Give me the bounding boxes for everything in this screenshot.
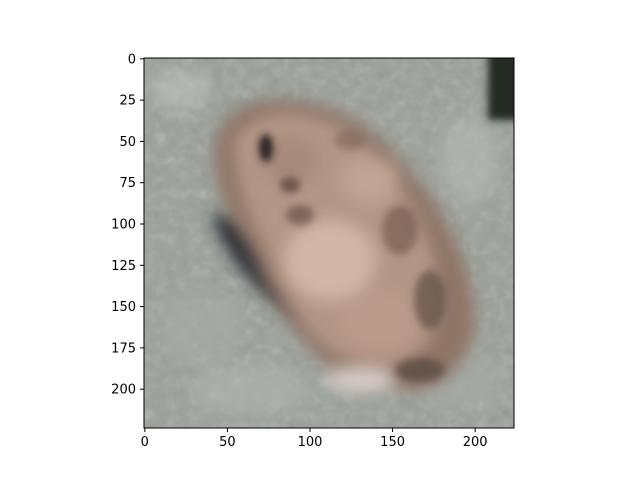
x-tick-label: 0 <box>141 435 149 450</box>
y-tick-label: 175 <box>111 341 136 356</box>
y-tick-label: 0 <box>128 52 136 67</box>
axes-frame <box>143 57 515 429</box>
x-tick-label: 50 <box>219 435 236 450</box>
x-tick-label: 100 <box>298 435 323 450</box>
y-tick-label: 150 <box>111 300 136 315</box>
x-tick-label: 200 <box>463 435 488 450</box>
y-tick-label: 100 <box>111 218 136 233</box>
y-tick-label: 75 <box>119 176 136 191</box>
y-tick-label: 125 <box>111 259 136 274</box>
x-axis: 0 50 100 150 200 <box>141 428 488 450</box>
y-tick-label: 50 <box>119 135 136 150</box>
y-tick-label: 200 <box>111 383 136 398</box>
photo <box>144 58 514 428</box>
y-axis: 0 25 50 75 100 125 150 175 200 <box>111 52 144 398</box>
x-tick-label: 150 <box>380 435 405 450</box>
y-tick-label: 25 <box>119 94 136 109</box>
frog <box>214 99 475 392</box>
